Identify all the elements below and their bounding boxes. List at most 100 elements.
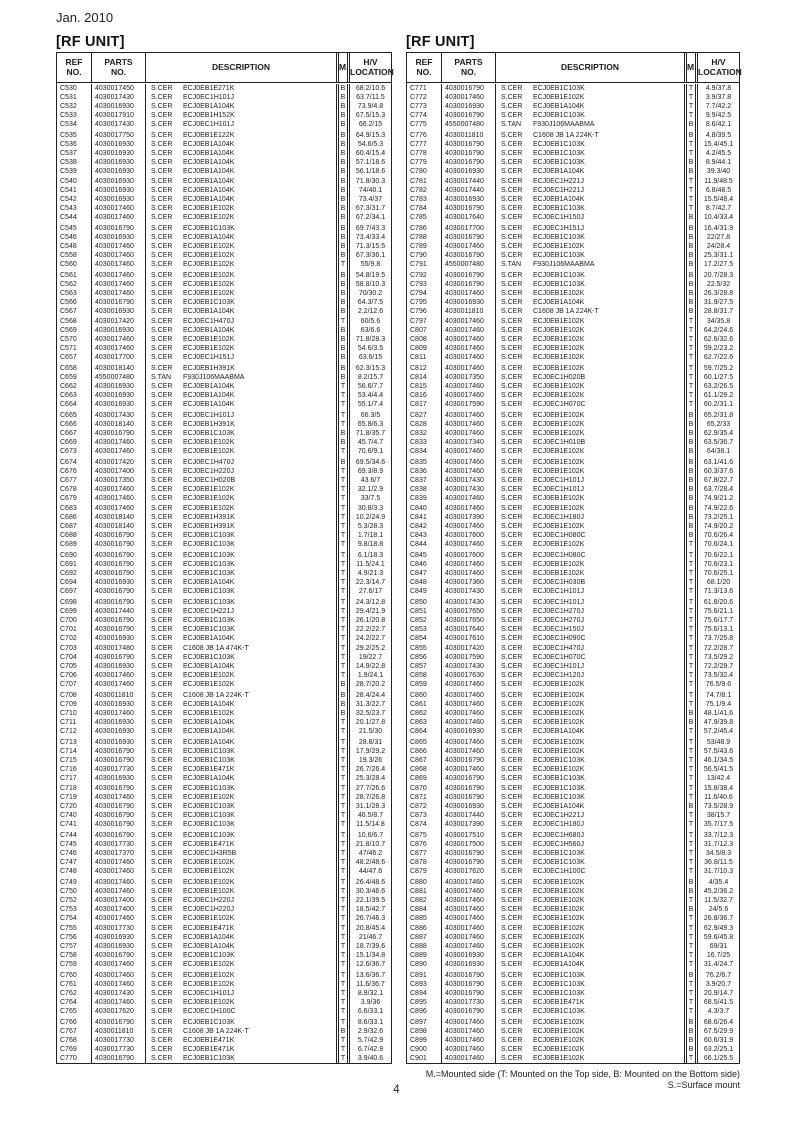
parts-no: 4030017460 — [92, 877, 146, 887]
mfr-code: S.CER — [151, 841, 173, 848]
description-cell: S.CER ECJ0EC1H080C — [496, 531, 684, 540]
mounted-side: T — [336, 615, 350, 625]
table-row: C876 4030017500 S.CER ECJ0EC1H560J T 31.7… — [407, 840, 739, 849]
mfr-code: S.CER — [151, 438, 173, 446]
ref-no: C713 — [57, 737, 92, 747]
mounted-side: B — [684, 504, 698, 514]
hv-location: 59.6/45.8 — [703, 934, 734, 942]
parts-no: 4030017460 — [442, 933, 496, 943]
description-cell: S.CER ECJ0EB1A104K — [146, 400, 336, 409]
description-cell: S.CER ECJ0EB1C103K — [146, 1018, 336, 1027]
hv-location: 70.6/9.1 — [357, 447, 384, 455]
parts-no: 4550007480 — [92, 373, 146, 383]
table-row: C784 4030016790 S.CER ECJ0EB1C103K T 8.7/… — [407, 204, 739, 214]
hv-location: 29.2/25.2 — [355, 645, 386, 653]
mfr-code: S.CER — [501, 401, 523, 409]
part-description: ECJ0EB1E102K — [183, 914, 235, 922]
hv-location: 14.9/22.8 — [355, 663, 386, 671]
table-row: C768 4030017730 S.CER ECJ0EB1E471K T 5.7/… — [57, 1035, 391, 1045]
hv-location: 4.9/37.8 — [705, 85, 732, 92]
mfr-code: S.CER — [501, 505, 523, 513]
hv-location: 31.1/28.3 — [355, 803, 386, 811]
ref-no: C665 — [57, 410, 92, 420]
table-row — [407, 922, 739, 925]
mfr-code: S.CER — [151, 672, 173, 680]
parts-no — [92, 315, 146, 318]
hv-location: 3.9/20.7 — [705, 981, 732, 989]
part-description: ECJ0EB1C103K — [533, 149, 585, 157]
hv-location: 59.2/23.2 — [703, 345, 734, 353]
table-row — [407, 315, 739, 318]
table-row: C658 4030018140 S.CER ECJ0EB1H391K B 62.3… — [57, 364, 391, 374]
table-row — [407, 1016, 739, 1018]
description-cell: S.CER ECJ0EC1H3R5B — [146, 849, 336, 858]
mounted-side: T — [336, 877, 350, 887]
ref-no: C538 — [57, 157, 92, 167]
mounted-side: B — [684, 120, 698, 129]
hv-location: 1.7/18.1 — [357, 532, 384, 540]
description-cell: S.CER ECJ0EB1E471K — [146, 1036, 336, 1045]
table-row: C536 4030016930 S.CER ECJ0EB1A104K B 54.6… — [57, 139, 391, 149]
parts-no: 4030017400 — [92, 895, 146, 905]
description-cell: S.CER ECJ0EB1C103K — [496, 756, 684, 765]
part-description: ECJ0EC1H270J — [533, 616, 584, 624]
part-description: ECJ0EB1A104K — [183, 392, 235, 400]
ref-no: C887 — [407, 933, 442, 943]
ref-no: C740 — [57, 811, 92, 821]
table-row — [57, 782, 391, 785]
mfr-code: S.CER — [151, 727, 173, 735]
part-description: ECJ0EB1A104K — [183, 158, 235, 166]
ref-no: C744 — [57, 831, 92, 840]
mounted-side: T — [336, 764, 350, 774]
hv-location: 36.8/11.5 — [704, 859, 733, 866]
parts-no: 4030016930 — [92, 195, 146, 205]
mounted-side: T — [684, 586, 698, 596]
mfr-code: S.CER — [151, 961, 173, 969]
part-description: ECJ0EB1E102K — [533, 505, 585, 513]
ref-no: C710 — [57, 708, 92, 718]
description-cell: S.CER ECJ0EC1H180J — [496, 820, 684, 829]
mfr-code: S.CER — [501, 961, 523, 969]
mounted-side — [336, 455, 350, 458]
table-row: C707 4030017460 S.CER ECJ0EB1E102K B 28.7… — [57, 680, 391, 690]
mfr-code: S.CER — [151, 943, 173, 951]
table-row: C690 4030016790 S.CER ECJ0EB1C103K T 6.1/… — [57, 550, 391, 560]
table-row: C758 4030016790 S.CER ECJ0EB1C103K T 15.1… — [57, 951, 391, 961]
hv-location: 66.3/5 — [360, 411, 381, 419]
mfr-code: S.CER — [501, 812, 523, 820]
mounted-side: B — [684, 157, 698, 167]
ref-no: C571 — [57, 344, 92, 354]
mounted-side: B — [336, 224, 350, 234]
part-description: ECJ0EB1E102K — [183, 999, 235, 1007]
parts-no: 4030017460 — [442, 428, 496, 438]
table-row: C716 4030017730 S.CER ECJ0EB1E471K T 26.7… — [57, 764, 391, 774]
table-row: C874 4030017390 S.CER ECJ0EC1H180J T 35.7… — [407, 820, 739, 830]
table-row: C788 4030016790 S.CER ECJ0EB1C103K B 22/2… — [407, 233, 739, 243]
mounted-side — [336, 269, 350, 271]
hv-location: 60.4/15.4 — [355, 149, 386, 157]
mounted-side: T — [336, 1053, 350, 1063]
hv-location: 74.7/8.1 — [705, 691, 732, 699]
hv-location: 71.8/30.3 — [355, 178, 386, 186]
description-cell: S.CER ECJ0EC1H070C — [496, 653, 684, 662]
hv-location: 13/42.4 — [706, 774, 731, 782]
table-row — [407, 642, 739, 645]
table-row: C895 4030017730 S.CER ECJ0EB1E471K T 68.5… — [407, 998, 739, 1008]
part-description: ECJ0EB1A104K — [183, 140, 235, 148]
part-description: ECJ0EB1C103K — [533, 112, 585, 119]
table-row: C777 4030016790 S.CER ECJ0EB1C103K T 15.4… — [407, 139, 739, 149]
mfr-code: S.CER — [151, 252, 173, 260]
part-description: ECJ0EC1H020B — [533, 374, 586, 382]
table-row: C546 4030016930 S.CER ECJ0EB1A104K B 73.4… — [57, 233, 391, 243]
part-description: ECJ0EB1E471K — [183, 1045, 235, 1053]
hv-location: 28.7/26.8 — [355, 794, 386, 802]
parts-no: 4030017460 — [92, 793, 146, 803]
mfr-code: S.CER — [501, 523, 523, 531]
parts-no: 4030016790 — [442, 279, 496, 289]
mfr-code: S.CER — [501, 868, 523, 875]
page-date: Jan. 2010 — [56, 10, 114, 25]
table-row: C861 4030017460 S.CER ECJ0EB1E102K T 75.1… — [407, 699, 739, 709]
part-description: ECJ0EB1C103K — [533, 859, 585, 866]
ref-no: C845 — [407, 550, 442, 560]
description-cell: S.CER ECJ0EC1H020B — [496, 373, 684, 382]
